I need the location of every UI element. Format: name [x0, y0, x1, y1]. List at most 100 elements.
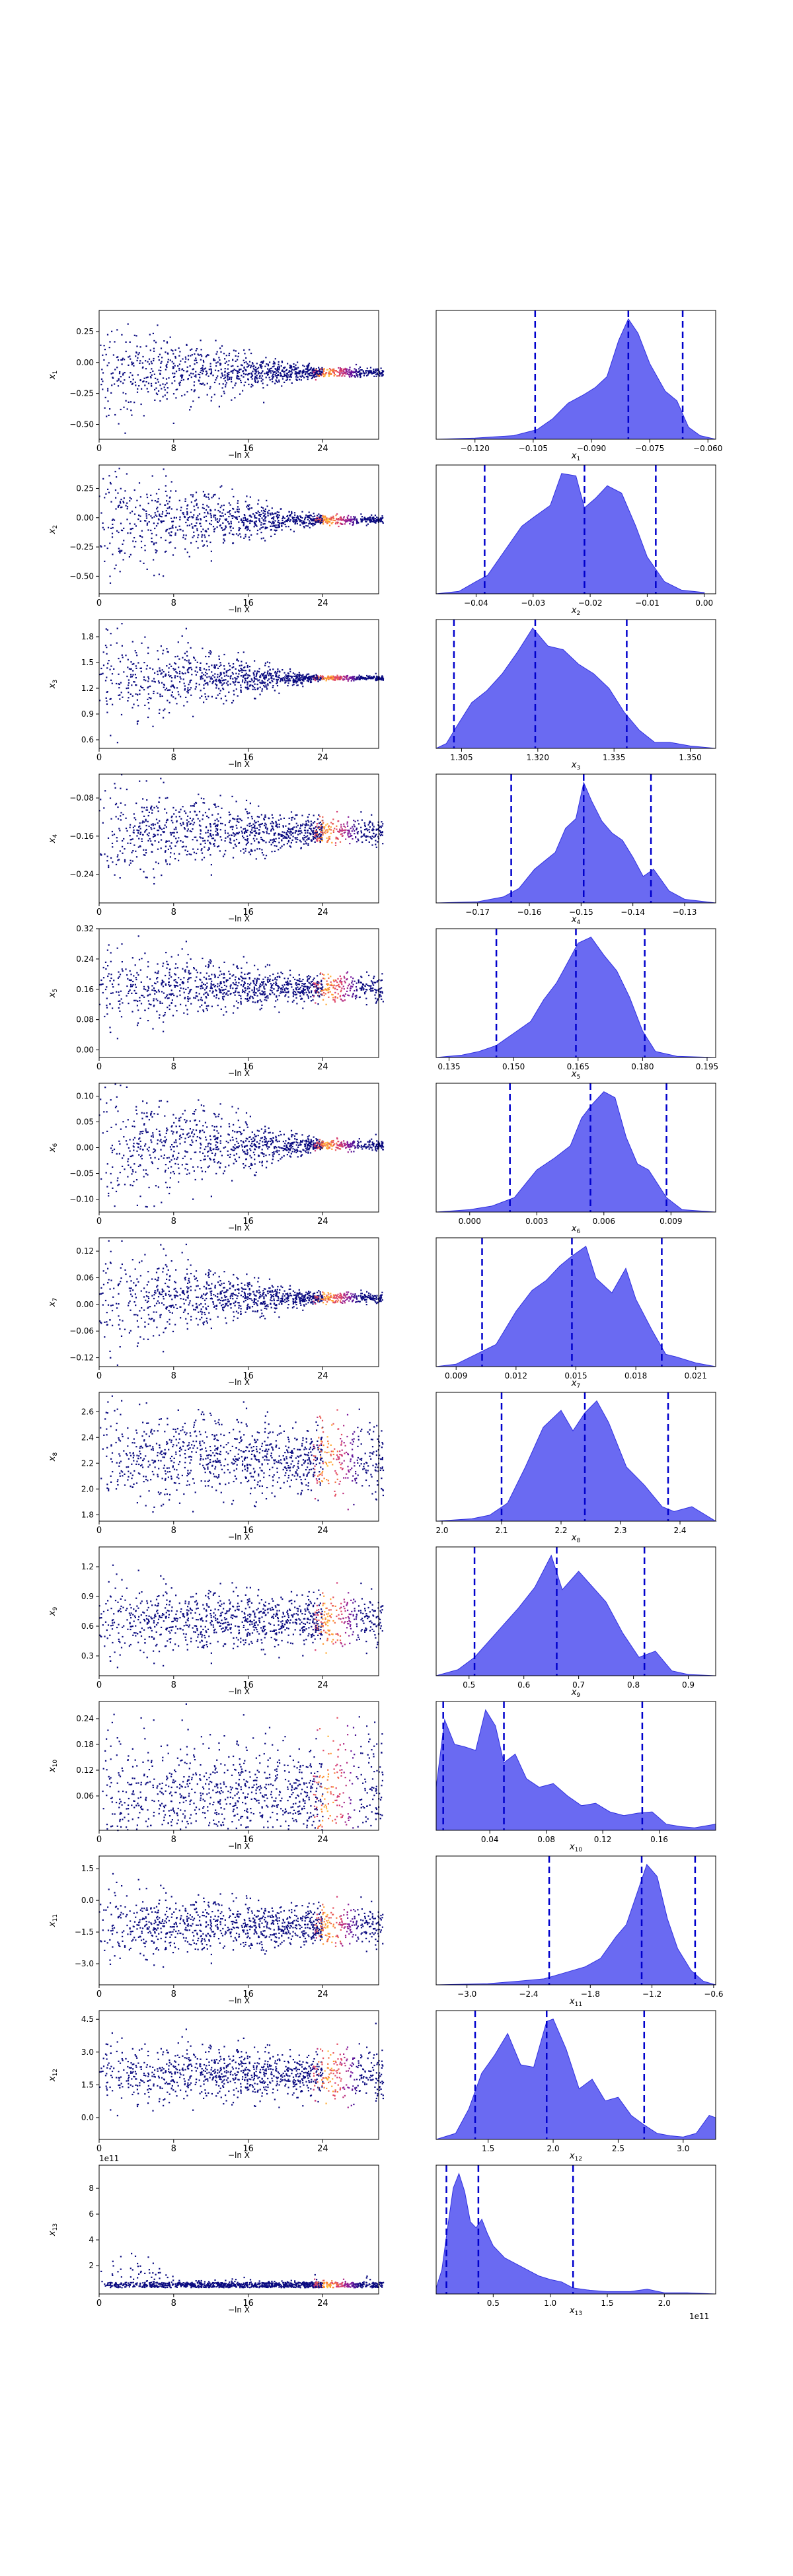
- trace-point: [247, 841, 249, 843]
- trace-point: [123, 671, 125, 673]
- trace-point: [264, 520, 267, 522]
- trace-point: [293, 818, 296, 820]
- trace-point: [261, 365, 263, 367]
- trace-point: [203, 1011, 205, 1013]
- trace-point: [180, 678, 182, 680]
- trace-point: [354, 820, 356, 822]
- trace-point: [168, 513, 170, 515]
- trace-point: [343, 373, 345, 375]
- trace-point: [210, 400, 212, 402]
- trace-point: [317, 838, 319, 840]
- trace-point: [229, 838, 231, 840]
- trace-point: [101, 369, 103, 371]
- posterior-xtick-label: −0.060: [693, 444, 722, 453]
- trace-point: [198, 793, 200, 795]
- trace-point: [346, 373, 349, 375]
- trace-point: [125, 505, 127, 507]
- trace-point: [193, 505, 195, 507]
- trace-point: [360, 811, 362, 813]
- trace-point: [377, 370, 379, 372]
- trace-point: [120, 408, 122, 411]
- trace-point: [290, 834, 292, 836]
- trace-point: [369, 826, 371, 828]
- trace-point: [327, 675, 329, 677]
- trace-point: [171, 520, 173, 522]
- trace-point: [344, 676, 346, 678]
- trace-point: [353, 820, 355, 822]
- trace-point: [302, 678, 305, 680]
- trace-point: [239, 527, 241, 530]
- trace-point: [258, 519, 260, 521]
- trace-point: [307, 816, 309, 818]
- trace-point: [315, 678, 317, 680]
- trace-point: [235, 672, 237, 674]
- trace-point: [194, 509, 196, 511]
- trace-point: [122, 501, 124, 503]
- trace-point: [302, 686, 304, 688]
- trace-point: [351, 982, 353, 984]
- trace-point: [217, 676, 219, 678]
- trace-point: [258, 848, 261, 850]
- trace-point: [350, 516, 352, 518]
- trace-point: [308, 517, 310, 519]
- trace-point: [152, 824, 154, 826]
- trace-point: [162, 383, 164, 385]
- trace-point: [171, 832, 173, 834]
- trace-point: [172, 668, 174, 670]
- trace-point: [162, 511, 164, 513]
- trace-point: [223, 672, 225, 674]
- trace-point: [240, 675, 242, 677]
- trace-point: [381, 825, 383, 827]
- trace-point: [319, 373, 321, 376]
- trace-point: [238, 352, 240, 354]
- trace-point: [374, 994, 376, 996]
- trace-xtick-label: 8: [171, 753, 176, 763]
- trace-point: [164, 851, 167, 853]
- trace-point: [339, 841, 342, 843]
- trace-point: [170, 842, 172, 844]
- trace-point: [173, 517, 175, 519]
- trace-point: [214, 667, 216, 669]
- trace-point: [355, 519, 358, 521]
- trace-point: [201, 383, 203, 385]
- trace-point: [243, 376, 245, 378]
- trace-point: [102, 664, 105, 666]
- trace-point: [308, 838, 310, 840]
- trace-point: [274, 993, 276, 995]
- trace-point: [174, 845, 176, 847]
- trace-point: [352, 522, 354, 524]
- trace-point: [367, 370, 369, 372]
- trace-point: [257, 680, 259, 682]
- trace-point: [150, 515, 152, 517]
- trace-point: [136, 835, 138, 837]
- trace-point: [264, 526, 266, 528]
- trace-point: [301, 522, 303, 524]
- trace-point: [133, 402, 135, 404]
- trace-point: [287, 678, 289, 680]
- trace-point: [297, 676, 299, 678]
- trace-point: [120, 522, 122, 524]
- trace-point: [129, 497, 131, 499]
- trace-point: [330, 976, 332, 978]
- trace-point: [266, 672, 268, 674]
- trace-point: [301, 983, 303, 985]
- trace-point: [321, 519, 322, 520]
- trace-point: [146, 388, 148, 390]
- trace-point: [295, 368, 298, 370]
- trace-point: [201, 695, 203, 697]
- trace-point: [382, 373, 384, 376]
- trace-point: [206, 987, 208, 989]
- trace-point: [164, 824, 166, 826]
- trace-point: [225, 386, 227, 388]
- trace-point: [202, 373, 204, 375]
- trace-point: [128, 684, 130, 686]
- trace-point: [111, 842, 114, 844]
- trace-point: [308, 975, 310, 977]
- trace-point: [169, 359, 171, 361]
- trace-point: [333, 375, 335, 377]
- trace-point: [219, 836, 221, 838]
- trace-point: [144, 704, 146, 706]
- trace-point: [232, 359, 234, 361]
- trace-point: [253, 526, 255, 528]
- trace-point: [235, 845, 237, 847]
